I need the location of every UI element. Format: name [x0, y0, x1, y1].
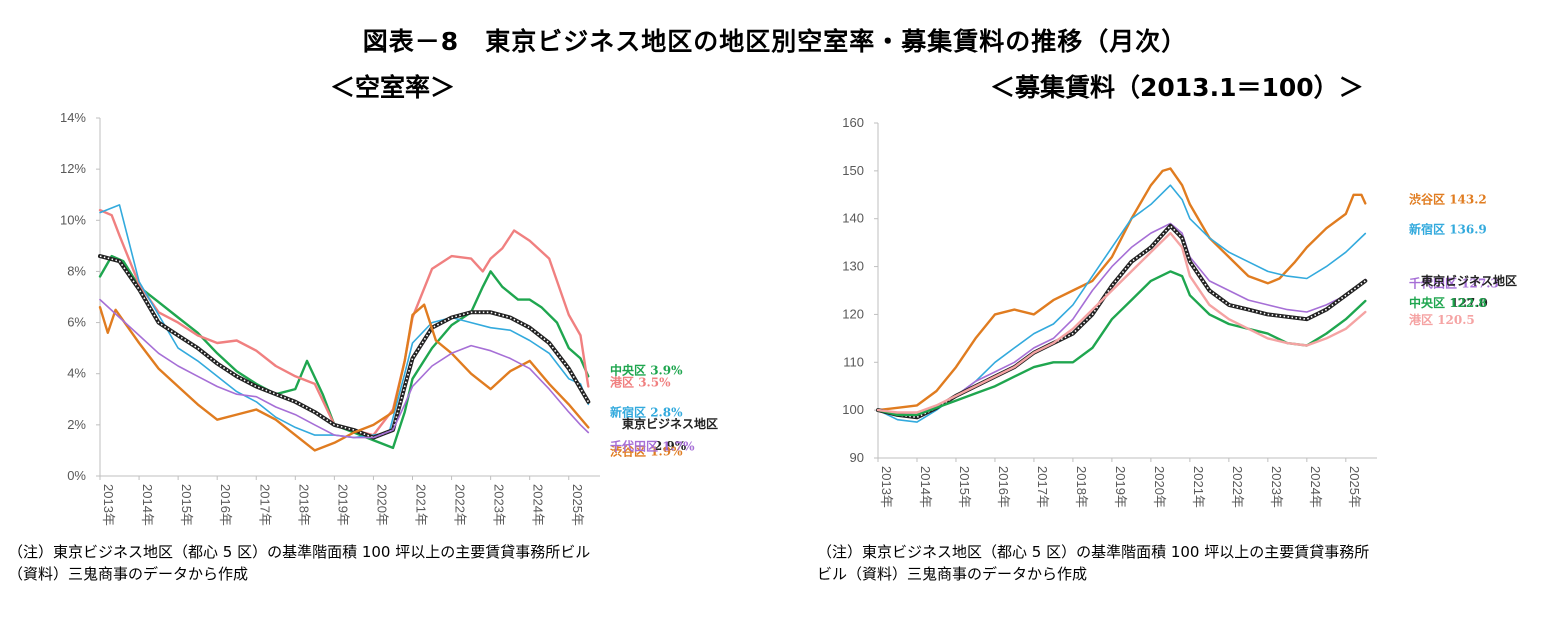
y-tick-label: 10% — [60, 212, 86, 227]
y-tick-label: 110 — [843, 354, 864, 369]
note-line: （資料）三鬼商事のデータから作成 — [8, 565, 249, 583]
series-end-label: 渋谷区 1.9% — [610, 443, 683, 458]
y-tick-label: 8% — [67, 263, 86, 278]
figure-title: 図表－8 東京ビジネス地区の地区別空室率・募集賃料の推移（月次） — [362, 27, 1188, 56]
x-tick-label: 2022年 — [453, 484, 468, 526]
series-line-渋谷区 — [876, 167, 1367, 412]
series-line-dots — [99, 255, 589, 439]
rent-index-chart: 90 100 110 120 130 140 150 160 2013年 2014年 2015年 20… — [842, 115, 1517, 508]
x-tick-label: 2016年 — [218, 484, 233, 526]
series-line-新宿区 — [877, 184, 1367, 423]
right-source-note: （注）東京ビジネス地区（都心 5 区）の基準階面積 100 坪以上の主要賃貸事務… — [817, 541, 1537, 585]
note-line: （注）東京ビジネス地区（都心 5 区）の基準階面積 100 坪以上の主要賃貸事務… — [8, 543, 591, 561]
x-tick-label: 2013年 — [879, 466, 894, 508]
vacancy-rate-chart: 0% 2% 4% 6% 8% 10% 12% 14% 2013年 2014年 2015年 2016年 2… — [60, 110, 718, 526]
x-tick-label: 2017年 — [257, 484, 272, 526]
series-end-label: 港区 120.5 — [1409, 312, 1475, 327]
y-tick-label: 14% — [60, 110, 86, 125]
x-tick-label: 2025年 — [570, 484, 585, 526]
series-line-港区 — [876, 231, 1367, 414]
series-end-label: 千代田区 1.7% — [610, 439, 695, 454]
x-tick-label: 2014年 — [140, 484, 155, 526]
x-tick-label: 2020年 — [1152, 466, 1167, 508]
x-tick-label: 2014年 — [918, 466, 933, 508]
x-tick-label: 2021年 — [414, 484, 429, 526]
y-tick-label: 160 — [842, 115, 864, 130]
y-tick-label: 6% — [67, 315, 86, 330]
x-tick-label: 2023年 — [1269, 466, 1284, 508]
x-tick-label: 2025年 — [1347, 466, 1362, 508]
series-line-港区 — [98, 208, 590, 437]
y-tick-label: 90 — [850, 450, 864, 465]
y-tick-label: 12% — [60, 161, 86, 176]
x-tick-label: 2022年 — [1230, 466, 1245, 508]
x-tick-label: 2018年 — [1074, 466, 1089, 508]
series-line-中央区 — [876, 270, 1367, 417]
x-tick-label: 2024年 — [531, 484, 546, 526]
x-tick-label: 2021年 — [1191, 466, 1206, 508]
series-end-label: 新宿区 2.8% — [610, 404, 683, 419]
series-end-label: 新宿区 136.9 — [1409, 222, 1487, 237]
series-line-中央区 — [98, 254, 590, 450]
series-line-dots — [877, 224, 1366, 419]
x-tick-label: 2015年 — [179, 484, 194, 526]
y-tick-label: 130 — [842, 259, 864, 274]
series-end-label: 港区 3.5% — [610, 375, 671, 390]
series-line-千代田区 — [99, 298, 590, 439]
series-line-東京ビジネス地区 — [876, 223, 1368, 420]
x-tick-label: 2017年 — [1035, 466, 1050, 508]
note-line: （注）東京ビジネス地区（都心 5 区）の基準階面積 100 坪以上の主要賃貸事務… — [817, 543, 1370, 561]
y-tick-label: 4% — [67, 366, 86, 381]
x-tick-label: 2013年 — [101, 484, 116, 526]
note-line: ビル（資料）三鬼商事のデータから作成 — [817, 565, 1088, 583]
y-tick-label: 140 — [842, 211, 864, 226]
x-tick-label: 2015年 — [957, 466, 972, 508]
x-tick-label: 2018年 — [296, 484, 311, 526]
x-tick-label: 2019年 — [1113, 466, 1128, 508]
x-tick-label: 2023年 — [492, 484, 507, 526]
y-tick-label: 120 — [842, 306, 864, 321]
y-tick-label: 2% — [67, 417, 86, 432]
x-tick-label: 2020年 — [374, 484, 389, 526]
series-end-label: 東京ビジネス地区 2.9% — [622, 416, 718, 453]
rent-chart-title: ＜募集賃料（2013.1＝100）＞ — [990, 73, 1364, 102]
x-tick-label: 2024年 — [1308, 466, 1323, 508]
y-tick-label: 150 — [842, 163, 864, 178]
series-line-渋谷区 — [98, 303, 590, 452]
vacancy-chart-title: ＜空室率＞ — [330, 73, 456, 102]
x-tick-label: 2016年 — [996, 466, 1011, 508]
series-end-label: 渋谷区 143.2 — [1409, 191, 1487, 206]
x-tick-label: 2019年 — [335, 484, 350, 526]
y-tick-label: 0% — [67, 468, 86, 483]
series-line-新宿区 — [99, 204, 590, 439]
series-end-label: 千代田区 127.3 — [1409, 275, 1499, 290]
y-tick-label: 100 — [842, 402, 864, 417]
series-end-label: 中央区 3.9% — [610, 362, 683, 377]
series-end-label: 中央区 122.8 — [1409, 295, 1487, 310]
series-end-label: 東京ビジネス地区 127.0 — [1421, 273, 1517, 310]
series-line-東京ビジネス地区 — [98, 254, 591, 440]
left-source-note: （注）東京ビジネス地区（都心 5 区）の基準階面積 100 坪以上の主要賃貸事務… — [8, 541, 778, 585]
